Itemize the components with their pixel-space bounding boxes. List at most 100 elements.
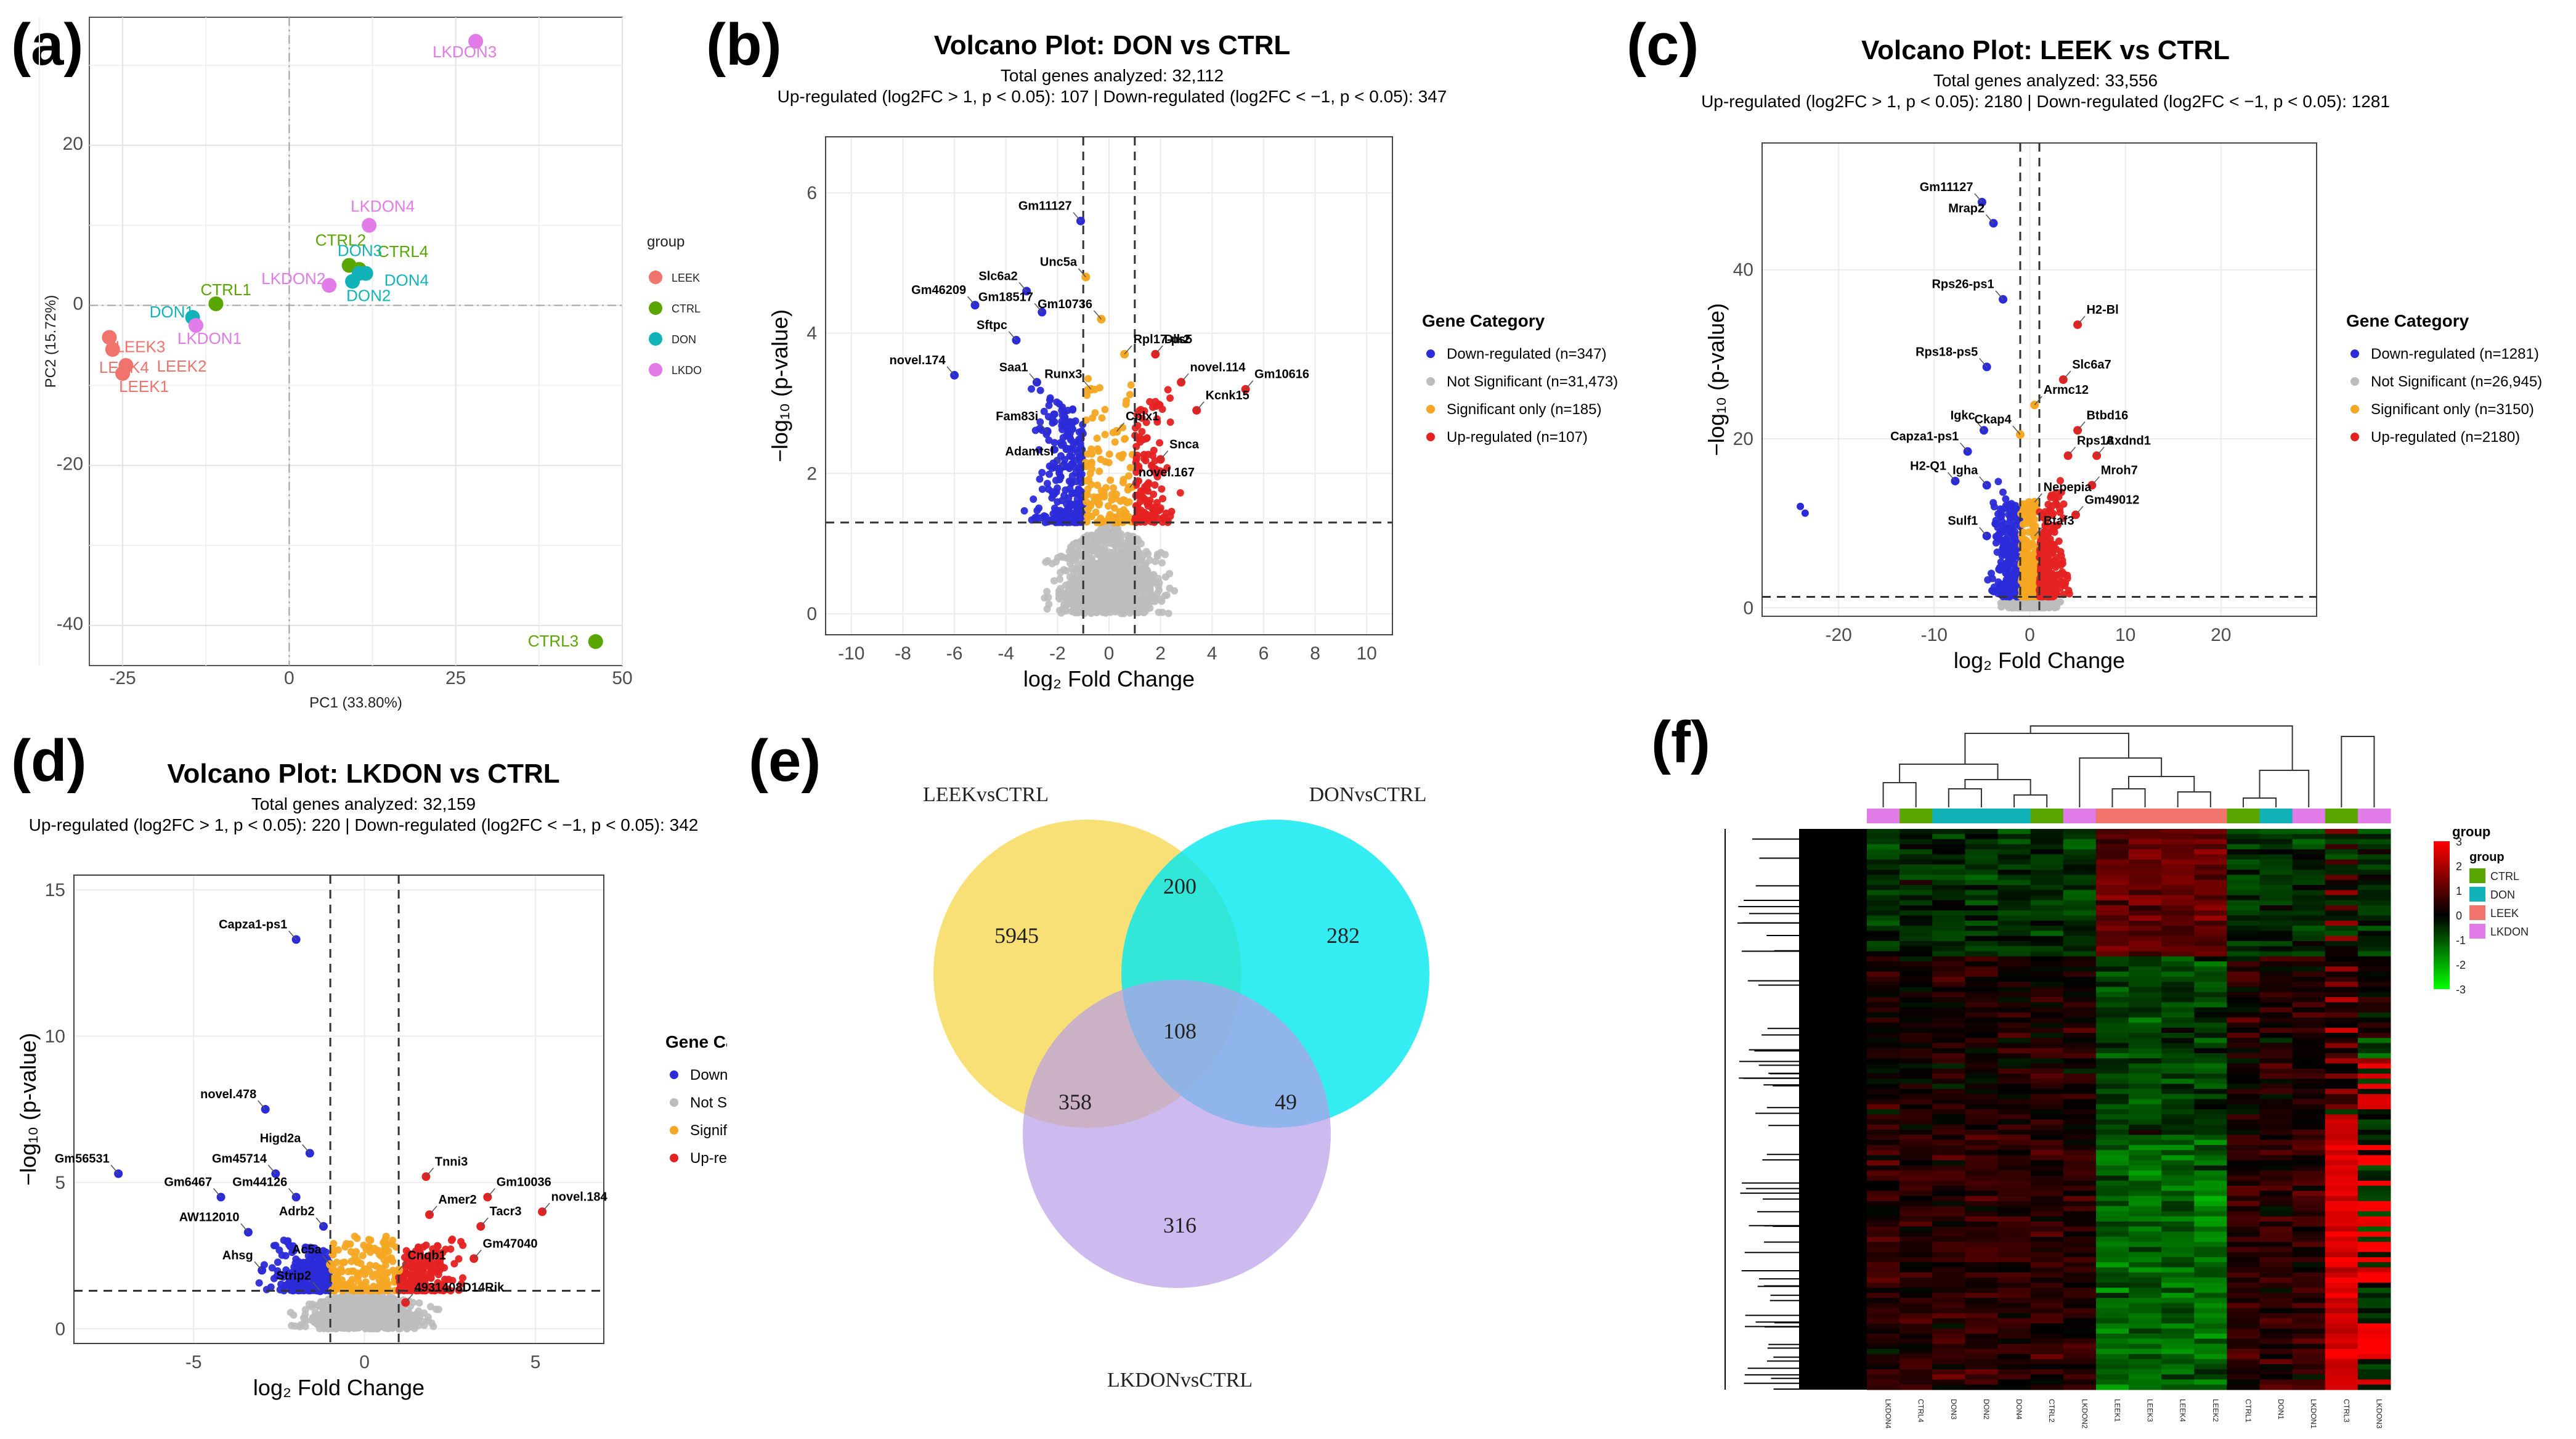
volcano-point-ns — [353, 1313, 361, 1321]
volcano-point-ns — [1060, 566, 1068, 574]
volcano-point-sig — [1093, 434, 1101, 442]
volcano-point-sig — [1119, 423, 1127, 431]
volcano-point-ns — [1056, 575, 1064, 583]
volcano-point-down — [2008, 521, 2016, 529]
pca-point — [358, 266, 373, 281]
volcano-point-down — [1060, 492, 1068, 500]
heatmap-col-dendrogram — [2128, 776, 2195, 792]
heatmap-col-dendrogram — [2242, 797, 2277, 807]
volcano-point-sig — [2024, 581, 2032, 589]
panel-label-b: (b) — [706, 12, 782, 78]
volcano-point-down — [1994, 478, 2002, 486]
volcano-point-up — [1166, 394, 1174, 402]
volcano-point-up — [405, 1249, 413, 1257]
volcano-gene-label: novel.184 — [551, 1190, 608, 1204]
volcano-point-down — [2004, 539, 2012, 547]
volcano-point-down — [2012, 534, 2020, 542]
volcano-point-ns — [1042, 558, 1050, 566]
volcano-point-down — [292, 1255, 300, 1263]
volcano-ylabel: −log₁₀ (p-value) — [1704, 303, 1729, 456]
volcano-point-ns — [1086, 603, 1094, 611]
volcano-point-ns — [1043, 587, 1051, 595]
volcano-point-ns — [1111, 581, 1119, 589]
volcano-point-down — [283, 1237, 291, 1245]
volcano-point-ns — [1099, 534, 1107, 542]
volcano-point-ns — [319, 1309, 327, 1317]
pca-point-label: LKDON4 — [351, 197, 415, 216]
volcano-point-down — [1073, 490, 1081, 498]
volcano-point-ns — [1148, 597, 1156, 605]
volcano-point-down — [2002, 548, 2010, 556]
volcano-gene-label: Strip2 — [276, 1270, 311, 1283]
volcano-gene-label: Gm47040 — [483, 1237, 538, 1250]
volcano-point-sig — [1107, 476, 1115, 484]
volcano-point-up — [422, 1256, 430, 1264]
volcano-point-sig — [389, 1236, 397, 1244]
volcano-gene-label: Gm10036 — [497, 1176, 551, 1189]
volcano-point-ns — [1071, 599, 1079, 607]
pca-legend-swatch — [649, 332, 662, 346]
volcano-gene-label: Dlk2 — [1164, 333, 1190, 346]
volcano-gene-leader — [2012, 425, 2021, 435]
volcano-point-up — [1138, 428, 1146, 436]
volcano-point-ns — [315, 1318, 323, 1326]
volcano-point-sig — [1119, 506, 1128, 514]
heatmap-col-dendrogram — [1964, 733, 2129, 764]
volcano-gene-leader — [288, 931, 297, 940]
volcano-point-down — [314, 1252, 322, 1260]
volcano-gene-label: Btaf3 — [2044, 515, 2074, 528]
pca-frame — [89, 17, 623, 666]
pca-legend-label: DON — [672, 333, 696, 346]
volcano-gene-label: Sulf1 — [1948, 515, 1978, 528]
volcano-point-sig — [2031, 515, 2039, 523]
volcano-gene-leader — [487, 1188, 495, 1197]
volcano-point-ns — [1110, 552, 1118, 560]
volcano-subtitle-counts: Up-regulated (log2FC > 1, p < 0.05): 218… — [1701, 92, 2390, 111]
volcano-point-sig — [2028, 571, 2036, 579]
volcano-xtick: 10 — [2115, 625, 2135, 645]
volcano-point-up — [1163, 464, 1171, 472]
volcano-xlabel: log₂ Fold Change — [1023, 666, 1195, 690]
volcano-point-sig — [1095, 467, 1103, 475]
volcano-point-up — [2036, 548, 2044, 556]
volcano-point-ns — [1081, 561, 1089, 569]
volcano-point-ns — [1050, 577, 1058, 585]
volcano-gene-leader — [1976, 421, 1985, 431]
volcano-point-sig — [372, 1262, 380, 1270]
volcano-point-sig — [1102, 484, 1110, 492]
volcano-point-ns — [416, 1313, 424, 1321]
volcano-point-ns — [1078, 552, 1086, 560]
volcano-point-ns — [1158, 559, 1166, 567]
volcano-point-down — [1030, 495, 1038, 503]
volcano-point-up — [1137, 507, 1145, 515]
volcano-point-sig — [1121, 512, 1129, 520]
volcano-point-down — [268, 1264, 276, 1272]
venn-count-leek-only: 5945 — [994, 923, 1039, 948]
volcano-point-sig — [389, 1257, 397, 1265]
volcano-point-down — [1989, 587, 1997, 595]
volcano-gene-label: Saa1 — [999, 361, 1028, 374]
volcano-point-sig — [1126, 463, 1134, 471]
heatmap-col-dendrogram — [2030, 725, 2293, 770]
volcano-point-ns — [1092, 582, 1100, 590]
volcano-point-ns — [1084, 569, 1092, 577]
volcano-point-up — [1144, 450, 1152, 459]
volcano-gene-label: Slc6a2 — [978, 269, 1017, 283]
volcano-point-ns — [301, 1315, 309, 1323]
volcano-point-ns — [1045, 600, 1053, 608]
heatmap-group-cell — [1899, 809, 1933, 823]
volcano-gene-label: Gm11127 — [1018, 200, 1072, 213]
volcano-gene-leader — [1116, 422, 1125, 432]
volcano-ytick: 0 — [807, 604, 817, 624]
volcano-gene-label: Runx3 — [1044, 368, 1082, 381]
volcano-xtick: -5 — [185, 1352, 202, 1372]
volcano-point-up — [1162, 509, 1170, 517]
volcano-point-sig — [381, 1236, 389, 1244]
volcano-gene-leader — [2077, 421, 2086, 431]
volcano-point-up — [1146, 512, 1154, 520]
volcano-frame — [825, 136, 1393, 635]
volcano-point-down — [1068, 453, 1076, 461]
volcano-point-ns — [373, 1305, 381, 1313]
volcano-gene-leader — [254, 1261, 262, 1271]
volcano-point-up — [2039, 513, 2047, 521]
